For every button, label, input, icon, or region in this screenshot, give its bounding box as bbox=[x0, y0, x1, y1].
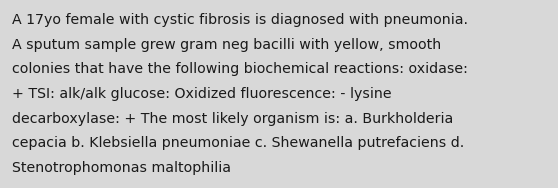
Text: colonies that have the following biochemical reactions: oxidase:: colonies that have the following biochem… bbox=[12, 62, 468, 76]
Text: A sputum sample grew gram neg bacilli with yellow, smooth: A sputum sample grew gram neg bacilli wi… bbox=[12, 38, 441, 52]
Text: cepacia b. Klebsiella pneumoniae c. Shewanella putrefaciens d.: cepacia b. Klebsiella pneumoniae c. Shew… bbox=[12, 136, 464, 150]
Text: A 17yo female with cystic fibrosis is diagnosed with pneumonia.: A 17yo female with cystic fibrosis is di… bbox=[12, 13, 468, 27]
Text: + TSI: alk/alk glucose: Oxidized fluorescence: - lysine: + TSI: alk/alk glucose: Oxidized fluores… bbox=[12, 87, 392, 101]
Text: decarboxylase: + The most likely organism is: a. Burkholderia: decarboxylase: + The most likely organis… bbox=[12, 112, 454, 126]
Text: Stenotrophomonas maltophilia: Stenotrophomonas maltophilia bbox=[12, 161, 231, 175]
